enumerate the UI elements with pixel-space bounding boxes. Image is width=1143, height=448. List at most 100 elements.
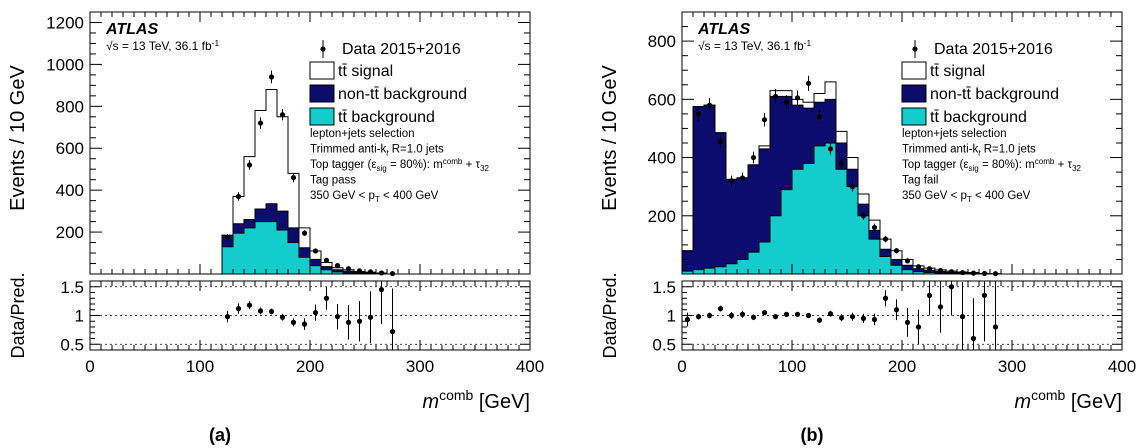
ratio-point — [893, 307, 900, 313]
non-tt-bar — [814, 102, 825, 146]
tt-background-bar — [277, 229, 288, 274]
ratio-point — [301, 321, 308, 327]
tt-background-bar — [814, 145, 825, 274]
data-point — [871, 224, 878, 231]
tt-background-bar — [299, 257, 310, 274]
legend: Data 2015+2016 tt̄ signal non-tt̄ backgrou… — [309, 40, 467, 126]
selection-label: lepton+jets selection — [902, 128, 1007, 140]
data-point — [345, 266, 352, 272]
legend-data-marker — [912, 46, 918, 52]
jet-definition-label: Trimmed anti-kt R=1.0 jets — [902, 143, 1036, 157]
legend-non-tt-label: non-tt̄ background — [930, 86, 1059, 103]
x-tick-label: 0 — [85, 357, 94, 376]
tt-background-bar — [770, 215, 781, 274]
data-point — [926, 266, 933, 272]
x-tick-label: 200 — [296, 357, 324, 376]
tt-background-bar — [858, 215, 869, 274]
ratio-point — [992, 324, 999, 330]
ratio-point — [279, 314, 286, 320]
data-point — [948, 269, 955, 275]
ratio-point — [970, 335, 977, 342]
tt-background-bar — [343, 272, 354, 274]
ratio-point — [323, 295, 330, 301]
non-tt-bar — [792, 105, 803, 170]
non-tt-bar — [913, 268, 924, 272]
tt-background-bar — [726, 263, 737, 274]
signal-bar — [814, 93, 825, 103]
y-tick-label: 600 — [56, 139, 84, 158]
y-ticks — [682, 11, 1122, 275]
x-tick-label: 200 — [888, 357, 916, 376]
signal-bar — [255, 110, 266, 210]
ratio-tick-label: 1 — [667, 307, 676, 326]
y-tick-label: 200 — [648, 207, 676, 226]
non-tt-bar — [781, 96, 792, 190]
non-tt-bar — [891, 259, 902, 266]
non-tt-bar — [759, 148, 770, 242]
y-tick-label: 600 — [648, 90, 676, 109]
non-tt-bar — [288, 227, 299, 243]
signal-bar — [847, 157, 858, 170]
panel-caption: (a) — [209, 425, 231, 445]
legend-non-tt-swatch — [309, 84, 335, 103]
tt-background-bar — [847, 186, 858, 274]
ratio-point — [794, 311, 801, 317]
data-point — [301, 230, 308, 236]
non-tt-bar — [299, 247, 310, 258]
legend-signal-label: tt̄ signal — [930, 63, 985, 80]
x-tick-label: 400 — [1108, 357, 1136, 376]
data-point — [838, 160, 845, 166]
y-tick-label: 400 — [56, 181, 84, 200]
data-point — [706, 102, 713, 108]
non-tt-bar — [737, 177, 748, 260]
non-tt-bar — [825, 99, 836, 143]
data-point — [367, 269, 374, 275]
ratio-point — [739, 311, 746, 317]
data-point — [279, 112, 286, 118]
tt-background-bar — [222, 246, 233, 274]
x-tick-label: 0 — [677, 357, 686, 376]
ratio-point — [246, 302, 253, 308]
tt-background-bar — [825, 143, 836, 274]
ratio-point — [750, 314, 757, 320]
y-tick-label: 200 — [56, 223, 84, 242]
signal-bar — [825, 81, 836, 100]
ratio-point — [290, 319, 297, 325]
tt-background-bar — [781, 189, 792, 274]
non-tt-bar — [704, 105, 715, 269]
data-point — [915, 264, 922, 270]
ratio-point — [235, 306, 242, 312]
data-points — [695, 75, 999, 277]
data-point — [772, 93, 779, 100]
data-point — [937, 267, 944, 274]
signal-bar — [244, 156, 255, 220]
non-tt-bar — [321, 266, 332, 270]
ratio-point — [827, 311, 834, 317]
ratio-point — [684, 316, 691, 323]
luminosity-label: √s = 13 TeV, 36.1 fb-1 — [106, 38, 219, 53]
ratio-point — [312, 310, 319, 316]
x-tick-label: 400 — [516, 357, 544, 376]
signal-bar — [266, 89, 277, 204]
non-tt-bar — [803, 108, 814, 164]
data-point — [794, 95, 801, 101]
ratio-point — [717, 306, 724, 312]
signal-bar — [891, 250, 902, 260]
tt-background-bar — [803, 163, 814, 274]
ratio-point — [904, 319, 911, 325]
non-tt-bar — [847, 169, 858, 187]
x-tick-label: 100 — [186, 357, 214, 376]
signal-bar — [233, 196, 244, 224]
x-ticks — [681, 12, 1123, 350]
data-point — [257, 120, 264, 126]
signal-bar — [310, 250, 321, 260]
ratio-tick-label: 0.5 — [60, 335, 84, 354]
data-point — [323, 257, 330, 263]
ratio-point — [805, 312, 812, 319]
pt-range-label: 350 GeV < pT < 400 GeV — [310, 190, 439, 204]
panel-b: 0 100 200 300 400 200 400 600 800 0.5 1 1.5 Events /… — [599, 11, 1136, 445]
ratio-axis-label: Data/Pred. — [600, 272, 620, 358]
tag-status-label: Tag fail — [902, 175, 938, 187]
x-tick-label: 300 — [406, 357, 434, 376]
ratio-point — [334, 314, 341, 320]
